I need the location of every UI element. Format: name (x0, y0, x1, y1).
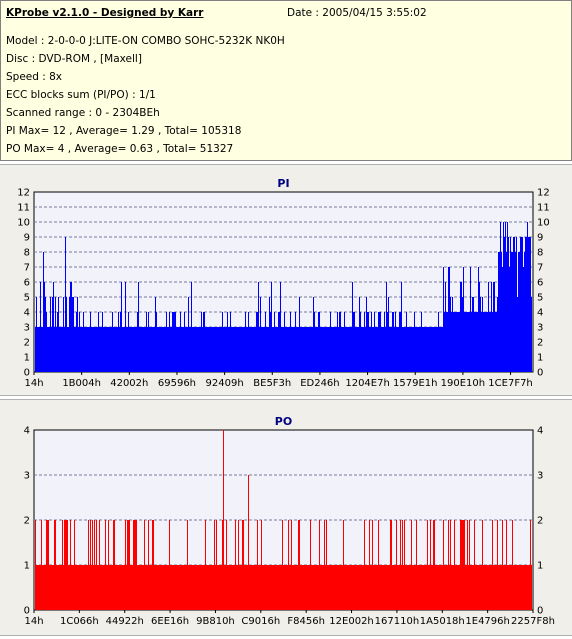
y-tick-label: 3 (24, 323, 30, 334)
y-tick-label-right: 8 (537, 248, 543, 259)
y-tick-label-right: 0 (537, 606, 543, 617)
x-tick-label: BE5F3h (253, 378, 291, 389)
y-tick-label: 3 (24, 471, 30, 482)
x-tick-label: 1B004h (62, 378, 101, 389)
y-tick-label-right: 9 (537, 233, 543, 244)
y-tick-label: 4 (24, 308, 30, 319)
x-tick-label: 1204E7h (345, 378, 389, 389)
pi-bars (35, 222, 532, 372)
y-tick-label-right: 2 (537, 338, 543, 349)
po-title: PO (275, 415, 292, 428)
y-tick-label-right: 6 (537, 278, 543, 289)
y-tick-label-right: 0 (537, 368, 543, 379)
x-tick-label: 6EE16h (151, 616, 189, 627)
x-tick-label: 44922h (106, 616, 144, 627)
x-tick-label: F8456h (287, 616, 325, 627)
y-tick-label: 5 (24, 293, 30, 304)
x-tick-label: 12E002h (329, 616, 373, 627)
po-bars (35, 430, 532, 610)
po-chart: PO 0 0 1 1 2 2 3 3 4 4 14h 1C066h 44922h 6EE16h 9B810h C… (24, 415, 555, 627)
y-tick-label: 11 (17, 203, 30, 214)
x-tick-label: 1A5018h (420, 616, 465, 627)
y-tick-label-right: 4 (537, 426, 543, 437)
y-tick-label: 7 (24, 263, 30, 274)
y-tick-label-right: 1 (537, 561, 543, 572)
drive-model: Model : 2-0-0-0 J:LITE-ON COMBO SOHC-523… (6, 35, 285, 47)
pi-title: PI (277, 177, 289, 190)
y-tick-label: 1 (24, 561, 30, 572)
app-title: KProbe v2.1.0 - Designed by Karr (6, 7, 204, 19)
x-tick-label: 69596h (158, 378, 196, 389)
x-tick-label: 92409h (206, 378, 244, 389)
y-tick-label: 2 (24, 516, 30, 527)
x-tick-label: 1579E1h (393, 378, 437, 389)
scan-speed: Speed : 8x (6, 71, 63, 83)
x-tick-label: 9B810h (196, 616, 235, 627)
y-tick-label-right: 3 (537, 323, 543, 334)
x-tick-label: 1E4796h (465, 616, 509, 627)
y-tick-label: 6 (24, 278, 30, 289)
disc-type: Disc : DVD-ROM , [Maxell] (6, 53, 142, 65)
y-tick-label-right: 2 (537, 516, 543, 527)
x-tick-label: 14h (24, 378, 43, 389)
bar (35, 565, 532, 610)
y-tick-label: 9 (24, 233, 30, 244)
scanned-range: Scanned range : 0 - 2304BEh (6, 107, 160, 119)
y-tick-label: 0 (24, 368, 30, 379)
x-tick-label: 42002h (110, 378, 148, 389)
info-panel: KProbe v2.1.0 - Designed by Karr Date : … (0, 0, 572, 161)
y-tick-label-right: 1 (537, 353, 543, 364)
po-chart-panel: PO 0 0 1 1 2 2 3 3 4 4 14h 1C066h 44922h 6EE16h 9B810h C… (0, 399, 572, 636)
y-tick-label: 8 (24, 248, 30, 259)
x-tick-label: ED246h (300, 378, 339, 389)
y-tick-label: 0 (24, 606, 30, 617)
y-tick-label-right: 12 (537, 188, 550, 199)
y-tick-label-right: 11 (537, 203, 550, 214)
ecc-blocks: ECC blocks sum (PI/PO) : 1/1 (6, 89, 156, 101)
scan-date: Date : 2005/04/15 3:55:02 (287, 7, 427, 19)
y-tick-label: 4 (24, 426, 30, 437)
po-summary: PO Max= 4 , Average= 0.63 , Total= 51327 (6, 143, 234, 155)
pi-summary: PI Max= 12 , Average= 1.29 , Total= 1053… (6, 125, 242, 137)
y-tick-label: 1 (24, 353, 30, 364)
y-tick-label-right: 10 (537, 218, 550, 229)
y-tick-label-right: 5 (537, 293, 543, 304)
x-tick-label: 1C066h (60, 616, 99, 627)
bar (35, 327, 532, 372)
y-tick-label-right: 4 (537, 308, 543, 319)
x-tick-label: 167110h (375, 616, 420, 627)
pi-chart-panel: PI 0 0 1 1 2 2 3 3 4 4 5 5 6 6 7 7 8 8 9 9 10 10 11 11 12 12 14h 1B0… (0, 164, 572, 396)
x-tick-label: C9016h (241, 616, 280, 627)
y-tick-label: 12 (17, 188, 30, 199)
x-tick-label: 2257F8h (511, 616, 555, 627)
x-tick-label: 14h (24, 616, 43, 627)
y-tick-label-right: 7 (537, 263, 543, 274)
x-tick-label: 190E10h (441, 378, 485, 389)
y-tick-label: 10 (17, 218, 30, 229)
x-tick-label: 1CE7F7h (488, 378, 532, 389)
y-tick-label: 2 (24, 338, 30, 349)
y-tick-label-right: 3 (537, 471, 543, 482)
